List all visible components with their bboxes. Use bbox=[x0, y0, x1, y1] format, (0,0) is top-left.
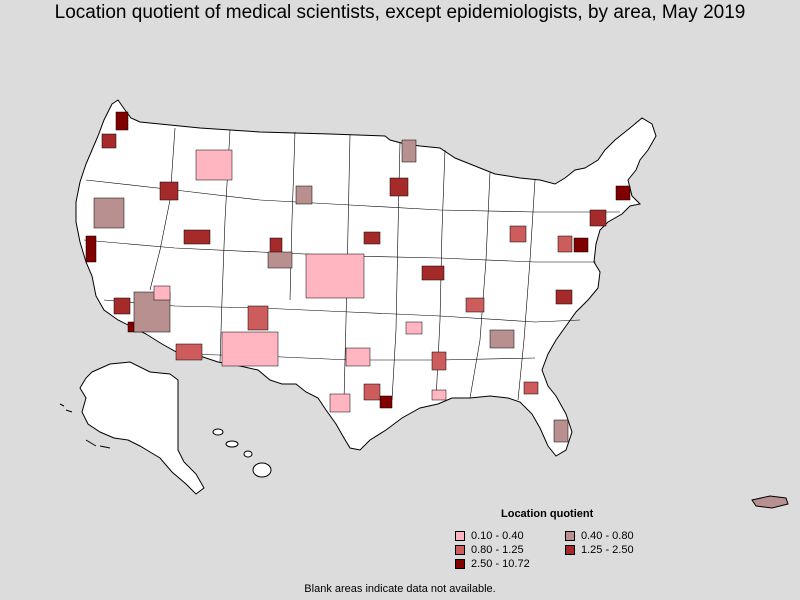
area-la-state bbox=[363, 383, 381, 401]
area-baltimore bbox=[573, 237, 589, 253]
hawaii bbox=[212, 428, 272, 478]
puerto-rico bbox=[751, 495, 789, 509]
legend-swatch bbox=[455, 545, 465, 555]
area-boston bbox=[615, 185, 631, 201]
area-new-mexico bbox=[221, 331, 279, 367]
area-portland bbox=[101, 133, 117, 149]
legend-swatch bbox=[455, 559, 465, 569]
legend-title: Location quotient bbox=[501, 508, 594, 520]
area-san-francisco bbox=[85, 235, 97, 263]
legend-swatch bbox=[565, 545, 575, 555]
area-kansas-city bbox=[421, 265, 445, 281]
area-new-york bbox=[589, 209, 607, 227]
legend-label: 0.10 - 0.40 bbox=[471, 530, 524, 542]
area-st-louis bbox=[363, 231, 381, 245]
footnote: Blank areas indicate data not available. bbox=[304, 583, 496, 595]
legend: Location quotient 0.10 - 0.40 0.40 - 0.8… bbox=[455, 508, 665, 578]
area-mi bbox=[401, 139, 417, 163]
area-pa bbox=[557, 235, 573, 253]
area-nv bbox=[153, 285, 171, 301]
legend-label: 0.40 - 0.80 bbox=[581, 530, 634, 542]
area-salt-lake bbox=[269, 237, 283, 255]
legend-label: 2.50 - 10.72 bbox=[471, 558, 530, 570]
area-seattle bbox=[115, 111, 129, 131]
legend-swatch bbox=[565, 531, 575, 541]
legend-label: 1.25 - 2.50 bbox=[581, 544, 634, 556]
aleutians bbox=[59, 403, 111, 449]
area-denver bbox=[183, 229, 211, 245]
area-houston bbox=[379, 395, 393, 409]
area-tn bbox=[465, 297, 485, 313]
shaded-areas bbox=[85, 111, 631, 443]
area-montana bbox=[195, 149, 233, 181]
area-raleigh bbox=[555, 289, 573, 305]
area-kansas bbox=[305, 253, 365, 299]
area-north-ca bbox=[93, 197, 125, 229]
area-tx-south bbox=[329, 393, 351, 413]
legend-label: 0.80 - 1.25 bbox=[471, 544, 524, 556]
area-ms bbox=[431, 351, 447, 371]
alaska-outline bbox=[79, 361, 205, 495]
area-minneapolis bbox=[389, 177, 409, 197]
area-oh bbox=[509, 225, 527, 243]
area-ar bbox=[405, 321, 423, 335]
area-tx-west bbox=[345, 347, 371, 367]
area-la bbox=[113, 297, 131, 315]
area-tucson bbox=[175, 343, 203, 361]
area-ne bbox=[295, 185, 313, 205]
area-ga bbox=[523, 381, 539, 395]
area-albuquerque bbox=[247, 305, 269, 331]
area-fl bbox=[553, 419, 569, 443]
legend-swatch bbox=[455, 531, 465, 541]
area-wy bbox=[267, 251, 293, 269]
area-boise bbox=[159, 181, 179, 201]
area-al bbox=[431, 389, 447, 401]
map-title: Location quotient of medical scientists,… bbox=[54, 2, 746, 23]
area-ky bbox=[489, 329, 515, 349]
